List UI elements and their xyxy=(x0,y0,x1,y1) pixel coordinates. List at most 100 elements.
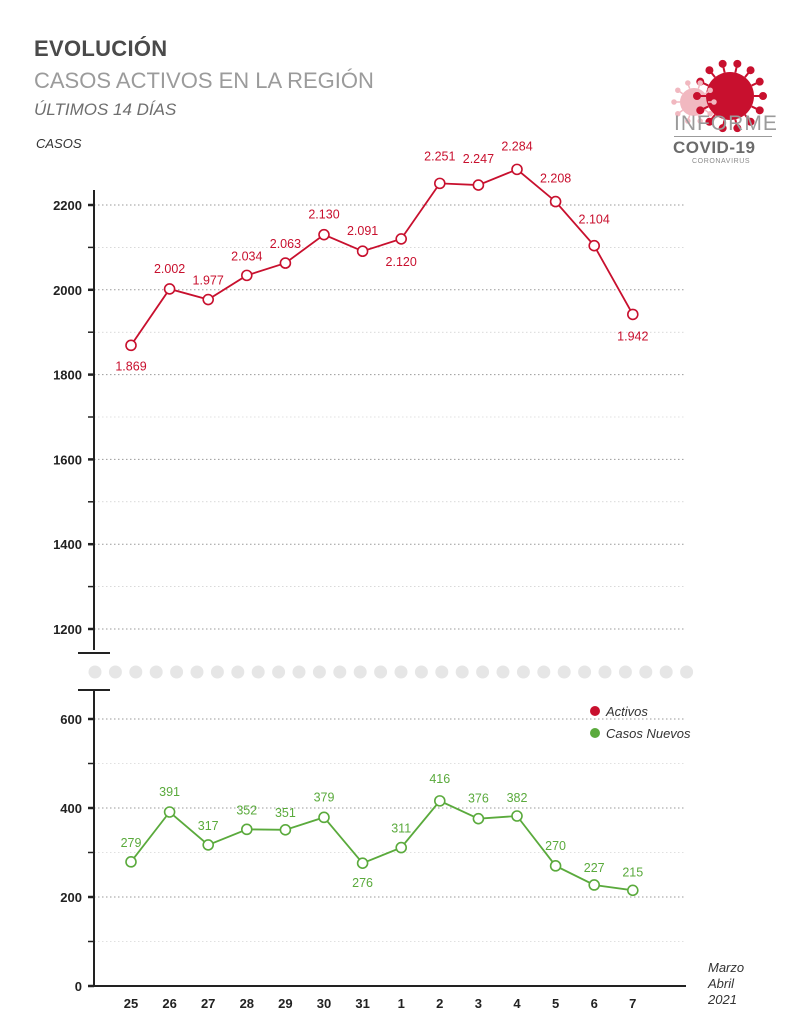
y-tick-label-upper: 1800 xyxy=(53,368,82,383)
axis-break-dot xyxy=(108,665,122,679)
axis-break-dot xyxy=(251,665,265,679)
nuevos-point xyxy=(163,806,176,818)
virus-spike-tip xyxy=(675,87,681,93)
x-tick-label: 3 xyxy=(475,996,482,1011)
x-tick-label: 30 xyxy=(317,996,331,1011)
activos-point xyxy=(511,163,523,176)
y-axis-label: CASOS xyxy=(36,136,82,151)
activos-point xyxy=(588,239,601,252)
virus-spike-tip xyxy=(707,87,713,93)
x-tick-label: 29 xyxy=(278,996,292,1011)
nuevos-data-label: 215 xyxy=(622,865,643,879)
legend-swatch-nuevos xyxy=(590,728,600,738)
activos-data-label: 2.208 xyxy=(540,172,571,186)
y-tick-label-upper: 1600 xyxy=(53,452,82,467)
virus-spike-tip xyxy=(733,124,742,133)
activos-data-label: 2.091 xyxy=(347,224,378,238)
virus-spike-tip xyxy=(718,59,727,68)
axis-break-dot xyxy=(414,665,428,679)
activos-point xyxy=(549,195,562,208)
axis-break-dot xyxy=(272,665,286,679)
activos-data-label: 2.034 xyxy=(231,249,262,263)
axis-break-dot xyxy=(639,665,653,679)
activos-point xyxy=(318,228,330,241)
axis-break-dot xyxy=(598,665,612,679)
nuevos-data-label: 311 xyxy=(391,822,411,836)
activos-data-label: 2.120 xyxy=(386,255,417,269)
x-caption-month1: Marzo xyxy=(708,960,745,975)
activos-data-label: 1.977 xyxy=(193,274,224,288)
activos-line xyxy=(130,168,634,346)
nuevos-data-label: 352 xyxy=(236,803,257,817)
axis-break-dot xyxy=(476,665,490,679)
axis-break-dot xyxy=(394,665,408,679)
chart-title: EVOLUCIÓN xyxy=(34,36,168,61)
axis-break-dot xyxy=(210,665,224,679)
activos-data-label: 2.002 xyxy=(154,262,185,276)
activos-point xyxy=(472,179,485,191)
axis-break-dot xyxy=(455,665,469,679)
x-tick-label: 6 xyxy=(591,996,598,1011)
virus-spike-tip xyxy=(693,92,701,100)
nuevos-point xyxy=(279,824,292,836)
x-tick-label: 2 xyxy=(436,996,443,1011)
x-tick-label: 31 xyxy=(355,996,369,1011)
activos-data-label: 2.063 xyxy=(270,237,301,251)
axis-break-dot xyxy=(292,665,306,679)
legend-swatch-activos xyxy=(590,706,600,716)
activos-data-label: 1.869 xyxy=(115,359,146,373)
nuevos-data-label: 376 xyxy=(468,792,489,806)
x-tick-label: 5 xyxy=(552,996,559,1011)
nuevos-line xyxy=(130,799,633,892)
virus-spike-tip xyxy=(755,106,764,115)
activos-point xyxy=(433,177,446,190)
legend-item-activos: Activos xyxy=(590,700,691,722)
x-tick-label: 7 xyxy=(629,996,636,1011)
logo-divider xyxy=(674,136,772,137)
y-tick-label-upper: 1200 xyxy=(53,622,82,637)
activos-point xyxy=(395,233,408,245)
axis-break-dot xyxy=(170,665,184,679)
virus-spike-tip xyxy=(759,92,767,100)
activos-data-label: 2.251 xyxy=(424,149,455,163)
axis-break-dot xyxy=(190,665,204,679)
legend-label-nuevos: Casos Nuevos xyxy=(606,725,691,741)
chart-period: ÚLTIMOS 14 DÍAS xyxy=(34,100,177,119)
x-caption-year: 2021 xyxy=(708,992,737,1007)
nuevos-point xyxy=(318,811,330,824)
y-tick-label-lower: 600 xyxy=(60,712,82,727)
legend-label-activos: Activos xyxy=(606,703,648,719)
axis-break-dot xyxy=(374,665,388,679)
nuevos-data-label: 416 xyxy=(429,772,450,786)
nuevos-point xyxy=(626,884,639,897)
activos-data-label: 1.942 xyxy=(617,329,648,343)
axis-break-dot xyxy=(537,665,551,679)
logo-line1: INFORME xyxy=(674,112,778,135)
nuevos-point xyxy=(433,795,446,807)
activos-point xyxy=(356,245,369,258)
chart-subtitle: CASOS ACTIVOS EN LA REGIÓN xyxy=(34,68,374,93)
axis-break-dot xyxy=(659,665,673,679)
axis-break-dot xyxy=(557,665,571,679)
activos-point xyxy=(163,283,176,295)
legend: Activos Casos Nuevos xyxy=(590,700,691,744)
x-tick-label: 1 xyxy=(398,996,405,1011)
nuevos-data-label: 317 xyxy=(198,819,219,833)
x-tick-label: 28 xyxy=(240,996,254,1011)
x-tick-label: 27 xyxy=(201,996,215,1011)
x-tick-label: 26 xyxy=(162,996,176,1011)
x-tick-label: 4 xyxy=(513,996,521,1011)
axis-break-dot xyxy=(312,665,326,679)
y-tick-label-upper: 2000 xyxy=(53,283,82,298)
virus-spike-tip xyxy=(696,106,705,115)
axis-break-dot xyxy=(496,665,510,679)
axis-break-dot xyxy=(353,665,367,679)
activos-data-label: 2.247 xyxy=(463,152,494,166)
activos-point xyxy=(202,293,214,306)
nuevos-point xyxy=(395,841,408,854)
virus-icon xyxy=(671,59,767,133)
activos-point xyxy=(241,269,253,282)
nuevos-data-label: 276 xyxy=(352,876,373,890)
nuevos-data-label: 391 xyxy=(159,785,180,799)
